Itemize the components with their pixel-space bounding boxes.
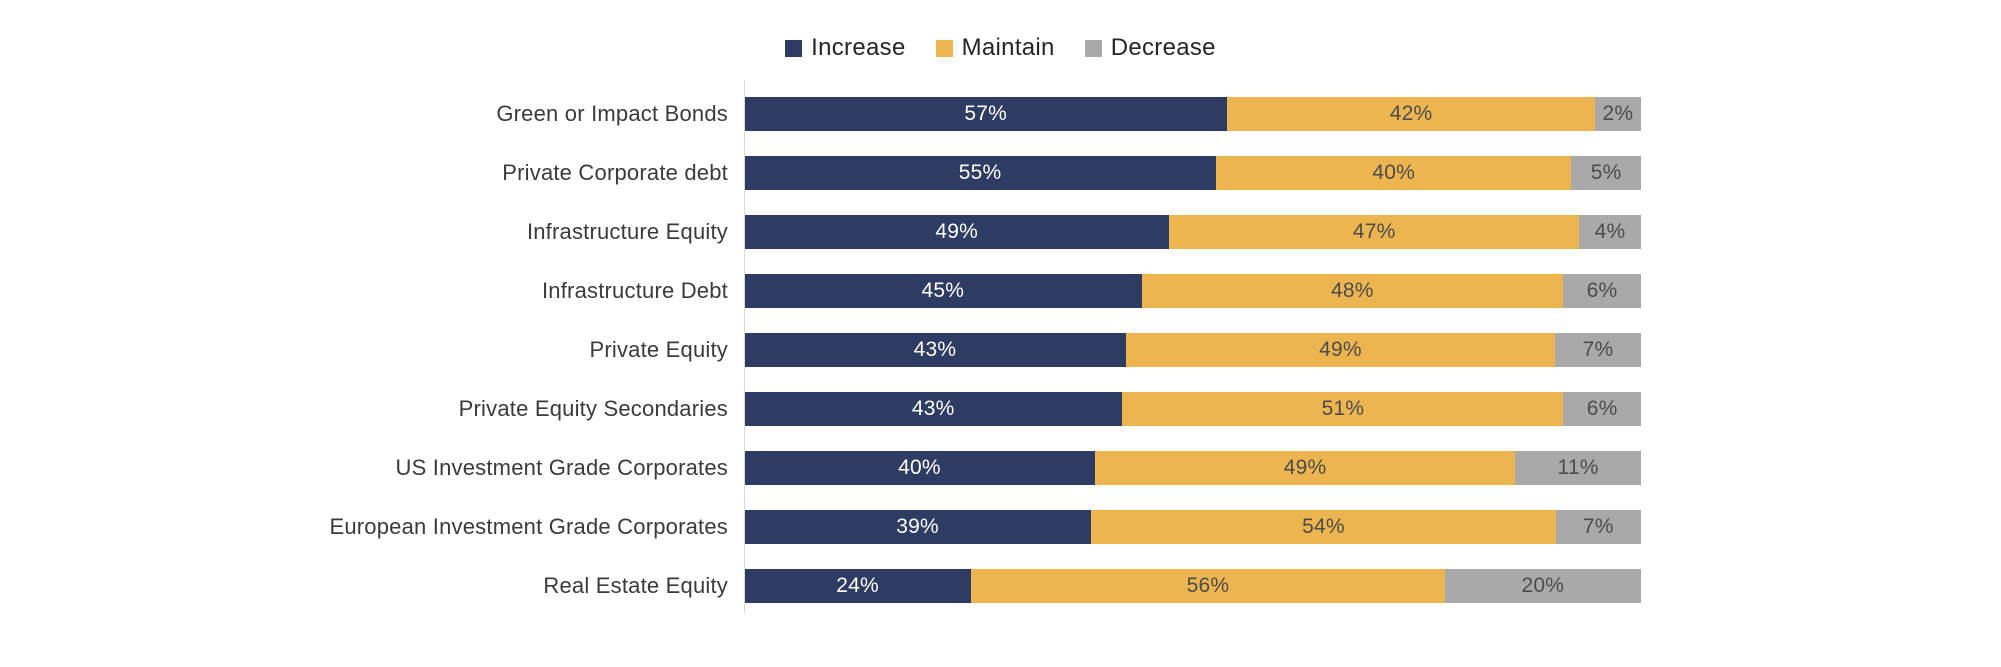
value-label: 2%	[1602, 101, 1634, 125]
value-label: 5%	[1590, 160, 1622, 184]
bar-track: 39% 54% 7%	[744, 509, 1642, 544]
bar-segment-increase: 40%	[744, 450, 1095, 485]
legend-item-decrease: Decrease	[1084, 34, 1216, 62]
value-label: 4%	[1594, 219, 1626, 243]
bar-row: Green or Impact Bonds 57% 42% 2%	[0, 84, 2001, 143]
bar-segment-increase: 39%	[744, 509, 1092, 544]
legend-item-increase: Increase	[785, 34, 905, 62]
y-axis-line	[744, 80, 745, 613]
bar-row: Infrastructure Equity 49% 47% 4%	[0, 202, 2001, 261]
value-label: 49%	[935, 219, 978, 243]
bar-segment-increase: 43%	[744, 391, 1123, 426]
value-label: 42%	[1389, 101, 1433, 125]
value-label: 49%	[1319, 337, 1362, 361]
value-label: 48%	[1330, 278, 1374, 302]
bar-segment-decrease: 6%	[1562, 273, 1641, 308]
value-label: 56%	[1186, 573, 1230, 597]
bar-track: 24% 56% 20%	[744, 568, 1641, 603]
legend-swatch-maintain-icon	[935, 39, 953, 57]
category-label: Private Equity Secondaries	[458, 395, 728, 421]
bar-row: European Investment Grade Corporates 39% 5…	[0, 497, 2001, 556]
legend: Increase Maintain Decrease	[0, 0, 2001, 62]
bar-track: 57% 42% 2%	[744, 96, 1641, 131]
bar-segment-maintain: 49%	[1125, 332, 1556, 367]
bar-row: Real Estate Equity 24% 56% 20%	[0, 556, 2001, 615]
bar-segment-decrease: 11%	[1515, 450, 1641, 485]
bar-track: 49% 47% 4%	[744, 214, 1641, 249]
bar-segment-increase: 49%	[744, 214, 1170, 249]
bar-segment-maintain: 49%	[1094, 450, 1516, 485]
legend-item-maintain: Maintain	[935, 34, 1055, 62]
bar-segment-maintain: 54%	[1091, 509, 1556, 544]
bar-segment-decrease: 4%	[1579, 214, 1641, 249]
value-label: 49%	[1283, 455, 1327, 479]
value-label: 6%	[1586, 396, 1618, 420]
bar-row: Infrastructure Debt 45% 48% 6%	[0, 261, 2001, 320]
bar-segment-increase: 24%	[744, 568, 972, 603]
legend-label-maintain: Maintain	[961, 34, 1055, 61]
category-label: Infrastructure Debt	[542, 277, 728, 303]
value-label: 20%	[1521, 573, 1565, 597]
value-label: 24%	[836, 573, 879, 597]
category-label: Infrastructure Equity	[526, 218, 728, 244]
bar-track: 40% 49% 11%	[744, 450, 1641, 485]
category-label: Private Corporate debt	[502, 159, 728, 185]
value-label: 7%	[1582, 337, 1614, 361]
bar-segment-increase: 55%	[744, 155, 1217, 190]
value-label: 55%	[958, 160, 1002, 184]
bar-segment-decrease: 5%	[1571, 155, 1641, 190]
bar-segment-decrease: 7%	[1555, 509, 1642, 544]
legend-swatch-increase-icon	[785, 39, 803, 57]
value-label: 6%	[1586, 278, 1618, 302]
value-label: 43%	[913, 337, 957, 361]
value-label: 45%	[921, 278, 965, 302]
value-label: 7%	[1582, 514, 1614, 538]
value-label: 11%	[1557, 455, 1599, 479]
value-label: 54%	[1302, 514, 1345, 538]
value-label: 51%	[1321, 396, 1365, 420]
category-label: European Investment Grade Corporates	[329, 513, 728, 539]
legend-label-decrease: Decrease	[1110, 34, 1216, 61]
bar-segment-maintain: 47%	[1169, 214, 1579, 249]
bar-row: Private Equity 43% 49% 7%	[0, 320, 2001, 379]
bar-track: 45% 48% 6%	[744, 273, 1641, 308]
bar-segment-maintain: 51%	[1122, 391, 1564, 426]
legend-label-increase: Increase	[811, 34, 906, 61]
bar-segment-increase: 45%	[744, 273, 1142, 308]
plot-area: Green or Impact Bonds 57% 42% 2% Private Cor…	[0, 80, 2001, 615]
bar-track: 55% 40% 5%	[744, 155, 1641, 190]
value-label: 43%	[911, 396, 955, 420]
bar-segment-maintain: 56%	[971, 568, 1445, 603]
bar-row: US Investment Grade Corporates 40% 49% 11%	[0, 438, 2001, 497]
bar-segment-decrease: 2%	[1594, 96, 1641, 131]
value-label: 47%	[1352, 219, 1396, 243]
category-label: US Investment Grade Corporates	[395, 454, 728, 480]
bar-segment-maintain: 40%	[1216, 155, 1572, 190]
value-label: 57%	[964, 101, 1007, 125]
bar-segment-maintain: 42%	[1227, 96, 1595, 131]
bar-segment-decrease: 20%	[1444, 568, 1641, 603]
bar-segment-maintain: 48%	[1141, 273, 1563, 308]
category-label: Real Estate Equity	[543, 572, 728, 598]
bar-segment-decrease: 6%	[1563, 391, 1641, 426]
bar-row: Private Equity Secondaries 43% 51% 6%	[0, 379, 2001, 438]
value-label: 40%	[1372, 160, 1415, 184]
value-label: 40%	[898, 455, 941, 479]
bar-segment-increase: 43%	[744, 332, 1126, 367]
value-label: 39%	[896, 514, 939, 538]
bar-track: 43% 51% 6%	[744, 391, 1641, 426]
category-label: Private Equity	[589, 336, 728, 362]
category-label: Green or Impact Bonds	[496, 100, 728, 126]
legend-swatch-decrease-icon	[1084, 39, 1102, 57]
bar-row: Private Corporate debt 55% 40% 5%	[0, 143, 2001, 202]
bar-segment-increase: 57%	[744, 96, 1228, 131]
bar-segment-decrease: 7%	[1555, 332, 1641, 367]
bar-track: 43% 49% 7%	[744, 332, 1641, 367]
